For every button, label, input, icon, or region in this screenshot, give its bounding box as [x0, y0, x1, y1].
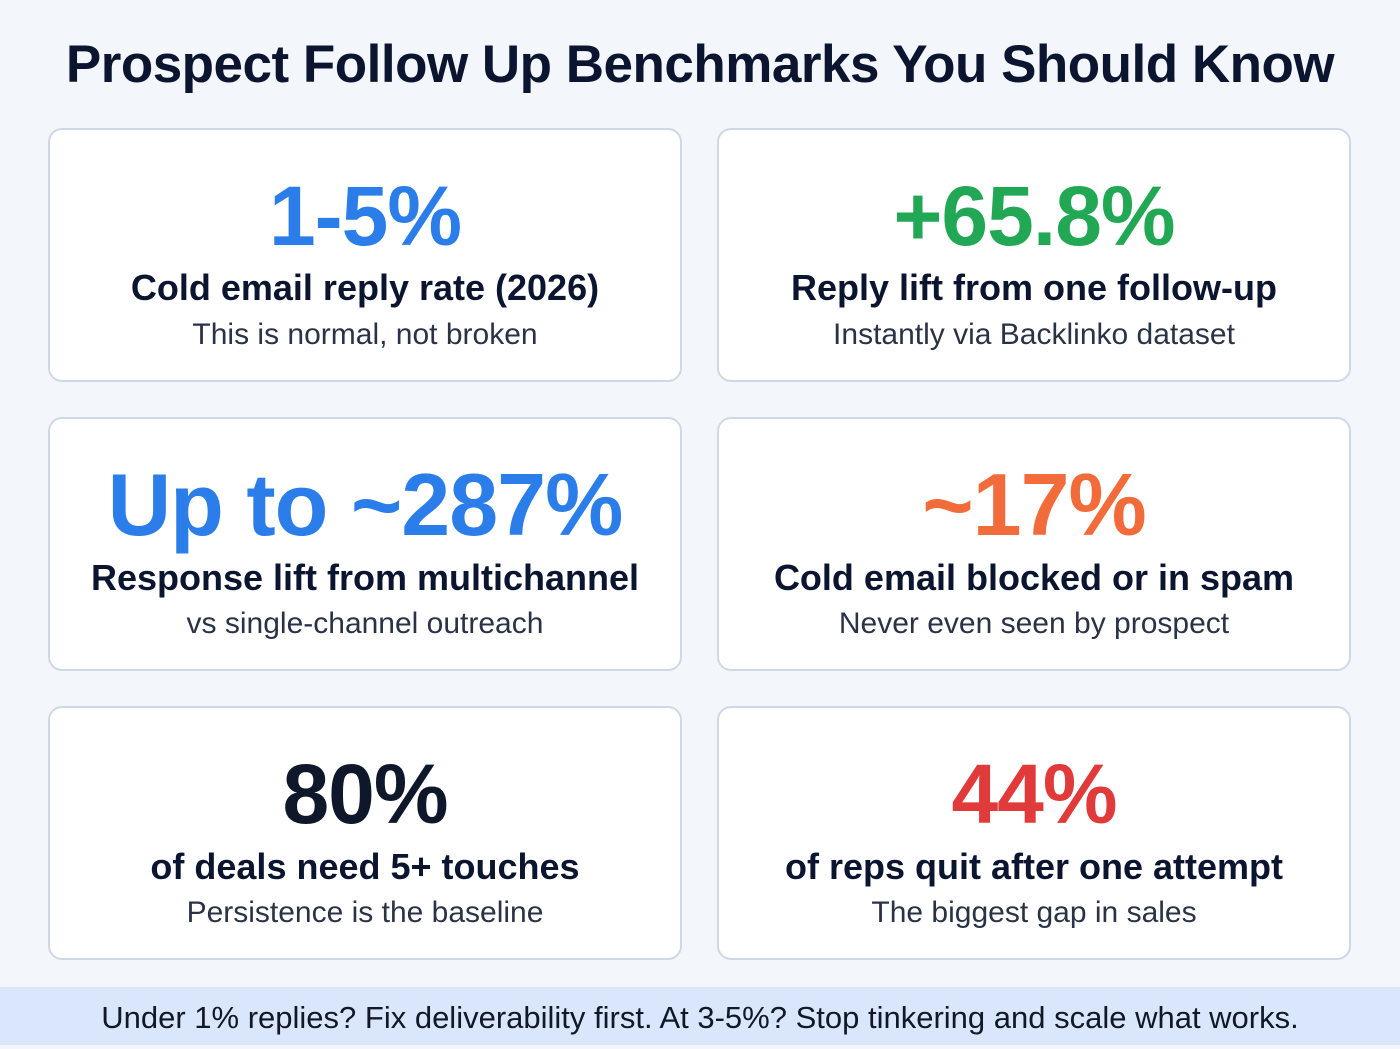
stat-card-follow-up-lift: +65.8% Reply lift from one follow-up Ins…	[717, 128, 1351, 382]
stat-value: Up to ~287%	[107, 455, 624, 554]
footer-banner: Under 1% replies? Fix deliverability fir…	[0, 987, 1400, 1045]
stat-value: +65.8%	[893, 169, 1175, 263]
stat-card-touches: 80% of deals need 5+ touches Persistence…	[48, 706, 682, 960]
stat-subtext: Persistence is the baseline	[186, 896, 544, 929]
stat-card-reply-rate: 1-5% Cold email reply rate (2026) This i…	[48, 128, 682, 382]
stat-card-spam-rate: ~17% Cold email blocked or in spam Never…	[717, 417, 1351, 671]
page-title: Prospect Follow Up Benchmarks You Should…	[65, 35, 1335, 94]
stat-value: 80%	[282, 747, 448, 841]
stat-subtext: Never even seen by prospect	[838, 607, 1230, 640]
stat-subtext: This is normal, not broken	[192, 318, 538, 351]
stat-label: Cold email reply rate (2026)	[130, 267, 600, 308]
stat-value: 1-5%	[268, 169, 462, 263]
stat-label: of deals need 5+ touches	[150, 846, 580, 887]
stat-card-reps-quit: 44% of reps quit after one attempt The b…	[717, 706, 1351, 960]
stat-subtext: Instantly via Backlinko dataset	[833, 318, 1235, 351]
stat-card-multichannel-lift: Up to ~287% Response lift from multichan…	[48, 417, 682, 671]
stat-label: Reply lift from one follow-up	[791, 267, 1277, 308]
stat-label: Response lift from multichannel	[90, 557, 640, 598]
stat-value: 44%	[951, 747, 1117, 841]
stat-subtext: The biggest gap in sales	[871, 896, 1197, 929]
stat-value: ~17%	[922, 455, 1147, 554]
stat-subtext: vs single-channel outreach	[186, 607, 544, 640]
stat-label: Cold email blocked or in spam	[773, 557, 1295, 598]
stat-label: of reps quit after one attempt	[784, 846, 1284, 887]
